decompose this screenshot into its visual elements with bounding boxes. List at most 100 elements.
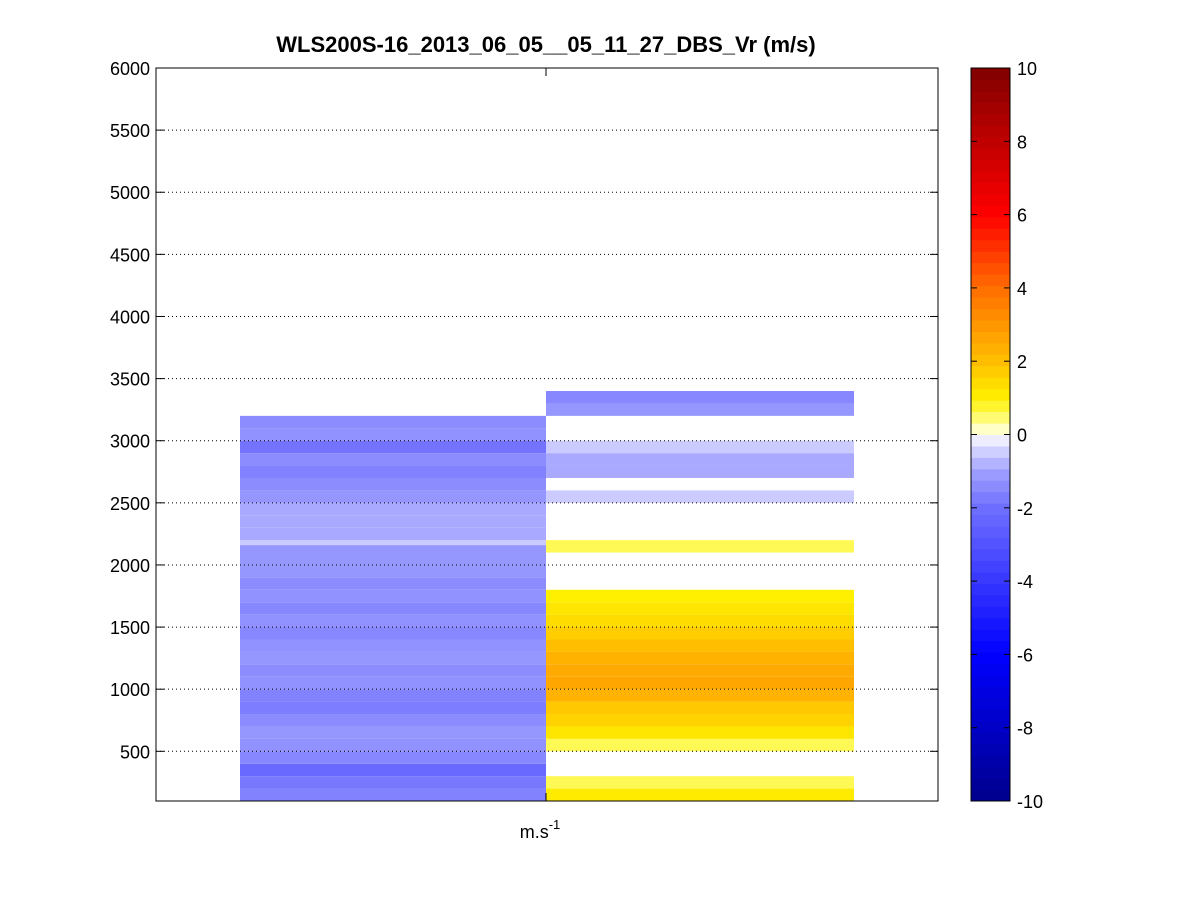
colorbar-segment — [971, 411, 1010, 424]
colorbar-segment — [971, 560, 1010, 573]
colorbar-segment — [971, 193, 1010, 206]
colorbar-tick-label: 8 — [1017, 132, 1027, 152]
heatmap-cell — [240, 502, 546, 516]
colorbar-segment — [971, 216, 1010, 229]
y-tick-label: 2500 — [110, 494, 150, 514]
heatmap-cell — [546, 465, 854, 478]
colorbar-segment — [971, 652, 1010, 665]
y-tick-label: 3000 — [110, 432, 150, 452]
heatmap-cell — [546, 391, 854, 404]
colorbar-tick-label: -2 — [1017, 499, 1033, 519]
colorbar-segment — [971, 663, 1010, 676]
y-tick-label: 1000 — [110, 680, 150, 700]
heatmap-cell — [240, 453, 546, 466]
heatmap-cell — [240, 545, 546, 553]
colorbar-segment — [971, 526, 1010, 539]
heatmap-cell — [546, 602, 854, 615]
heatmap-cell — [546, 651, 854, 665]
colorbar-segment — [971, 480, 1010, 493]
heatmap-cell — [240, 639, 546, 652]
colorbar-segment — [971, 251, 1010, 264]
colorbar-segment — [971, 102, 1010, 115]
colorbar-tick-label: 0 — [1017, 426, 1027, 446]
heatmap-cell — [546, 614, 854, 628]
colorbar-segment — [971, 423, 1010, 435]
colorbar-segment — [971, 617, 1010, 630]
heatmap-cell — [240, 428, 546, 441]
heatmap-cell — [240, 527, 546, 541]
colorbar-segment — [971, 388, 1010, 401]
colorbar-segment — [971, 400, 1010, 413]
heatmap-cell — [240, 714, 546, 727]
colorbar-segment — [971, 503, 1010, 516]
colorbar-segment — [971, 113, 1010, 126]
heatmap-cell — [546, 540, 854, 553]
y-axis-ticks: 500 1000 1500 2000 2500 3000 3500 4000 4500 5000 5… — [110, 59, 938, 801]
colorbar-segment — [971, 778, 1010, 791]
colorbar: -10 -8 -6 -4 -2 0 2 4 6 8 10 — [970, 59, 1043, 812]
heatmap-cell — [240, 552, 546, 565]
heatmap-cell — [240, 627, 546, 640]
heatmap-cell — [546, 701, 854, 715]
colorbar-segment — [971, 319, 1010, 332]
heatmap-cell — [240, 751, 546, 764]
colorbar-tick-label: -10 — [1017, 792, 1043, 812]
heatmap-cell — [240, 614, 546, 628]
colorbar-segment — [971, 594, 1010, 607]
colorbar-segment — [971, 262, 1010, 275]
heatmap-cell — [546, 490, 854, 503]
heatmap-cell — [546, 403, 854, 416]
heatmap-cell — [240, 763, 546, 777]
y-tick-label: 1500 — [110, 618, 150, 638]
heatmap-cell — [546, 714, 854, 727]
colorbar-segment — [971, 445, 1010, 458]
heatmap-cell — [240, 651, 546, 665]
colorbar-segment — [971, 732, 1010, 745]
heatmap-cell — [240, 515, 546, 528]
colorbar-segment — [971, 90, 1010, 103]
colorbar-segment — [971, 755, 1010, 768]
colorbar-segment — [971, 514, 1010, 527]
colorbar-segment — [971, 789, 1010, 802]
heatmap-cell — [546, 738, 854, 752]
colorbar-segment — [971, 125, 1010, 138]
colorbar-tick-label: 6 — [1017, 206, 1027, 226]
colorbar-segment — [971, 491, 1010, 504]
heatmap-cell — [240, 776, 546, 789]
colorbar-segment — [971, 148, 1010, 161]
colorbar-tick-label: 2 — [1017, 352, 1027, 372]
colorbar-segment — [971, 434, 1010, 447]
colorbar-segment — [971, 686, 1010, 699]
colorbar-segment — [971, 79, 1010, 92]
y-tick-label: 4500 — [110, 245, 150, 265]
y-tick-label: 500 — [120, 742, 150, 762]
colorbar-tick-label: -8 — [1017, 719, 1033, 739]
heatmap-cell — [240, 415, 546, 429]
colorbar-segment — [971, 629, 1010, 642]
heatmap-cell — [240, 701, 546, 715]
colorbar-tick-label: -4 — [1017, 572, 1033, 592]
heatmap-cell — [546, 726, 854, 739]
heatmap-cell — [546, 689, 854, 702]
heatmap-cell — [240, 664, 546, 677]
colorbar-segment — [971, 606, 1010, 619]
colorbar-segment — [971, 274, 1010, 287]
colorbar-segment — [971, 743, 1010, 756]
colorbar-segment — [971, 377, 1010, 390]
colorbar-segment — [971, 308, 1010, 321]
heatmap-cell — [240, 788, 546, 801]
colorbar-segment — [971, 68, 1010, 80]
heatmap-cell — [240, 602, 546, 615]
colorbar-segment — [971, 354, 1010, 367]
heatmap-cell — [240, 540, 546, 546]
y-tick-label: 3500 — [110, 370, 150, 390]
heatmap-cell — [240, 490, 546, 503]
colorbar-segment — [971, 342, 1010, 355]
chart-title: WLS200S-16_2013_06_05__05_11_27_DBS_Vr (… — [276, 32, 815, 57]
heatmap-cell — [240, 477, 546, 491]
colorbar-segment — [971, 297, 1010, 310]
heatmap-cell — [240, 676, 546, 690]
heatmap-cell — [240, 440, 546, 454]
colorbar-tick-label: -6 — [1017, 645, 1033, 665]
